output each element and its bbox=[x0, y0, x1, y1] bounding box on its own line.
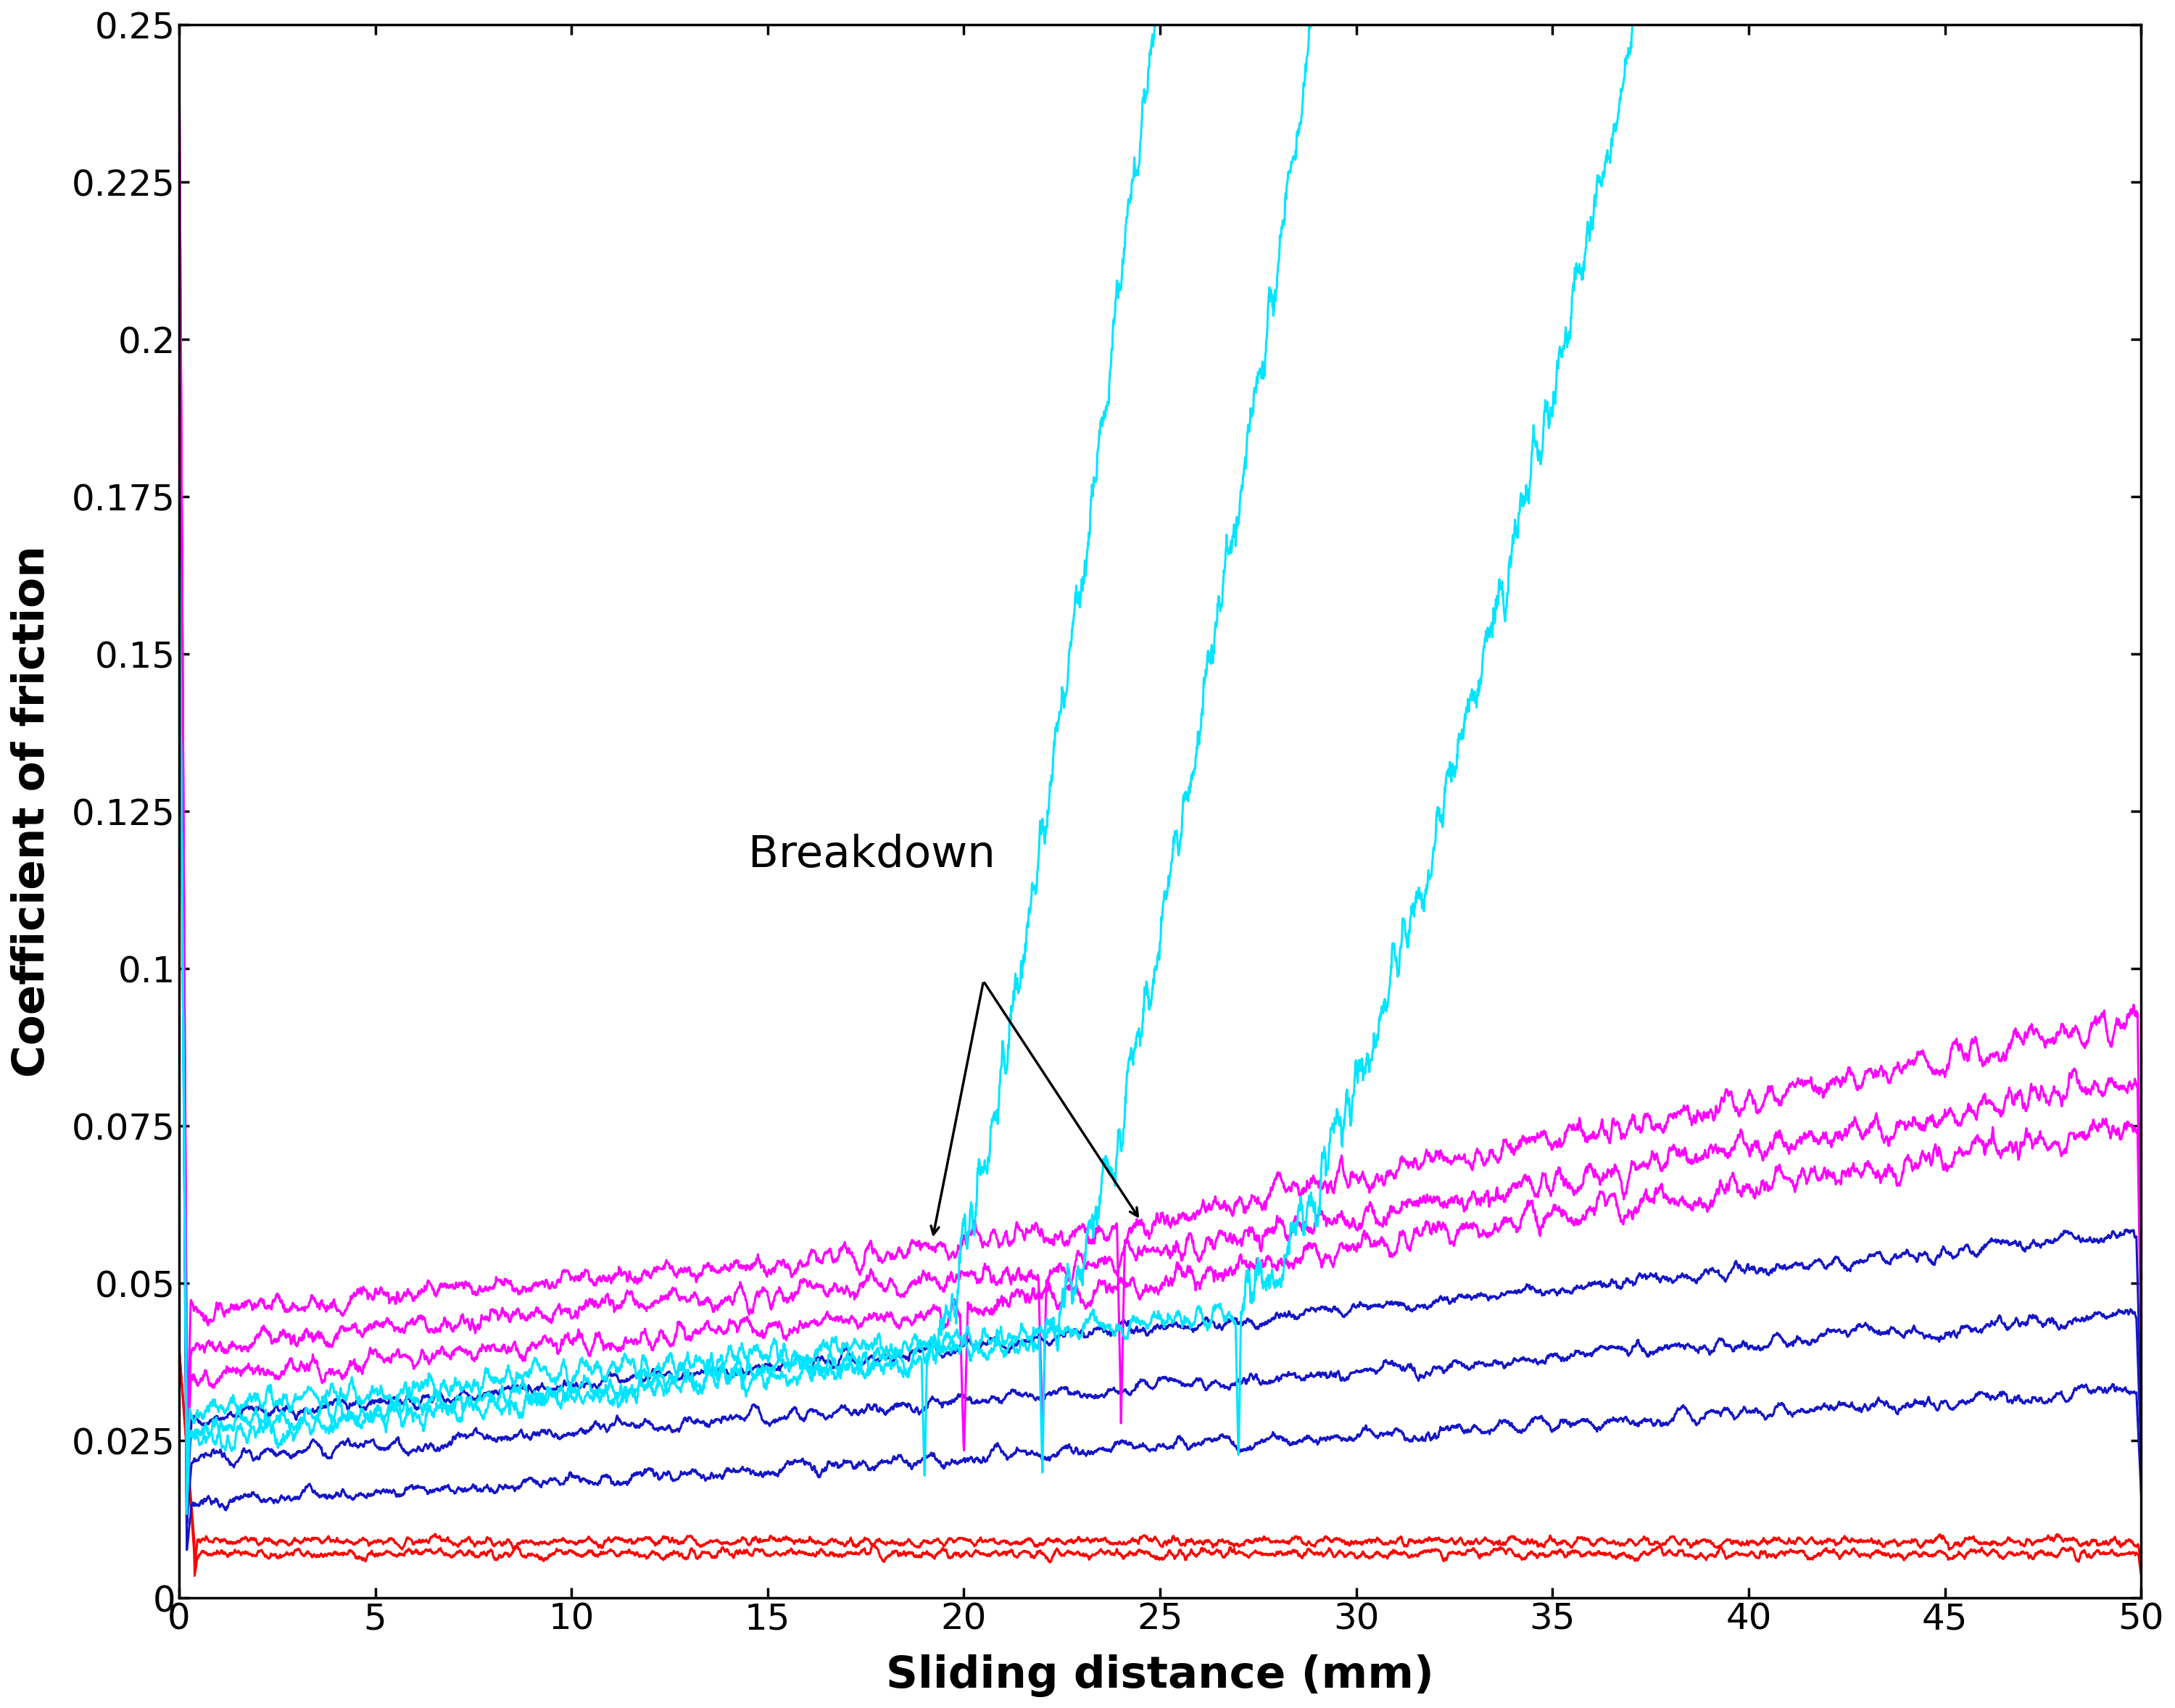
Text: Breakdown: Breakdown bbox=[748, 834, 996, 876]
X-axis label: Sliding distance (mm): Sliding distance (mm) bbox=[885, 1655, 1433, 1698]
Y-axis label: Coefficient of friction: Coefficient of friction bbox=[11, 545, 54, 1078]
